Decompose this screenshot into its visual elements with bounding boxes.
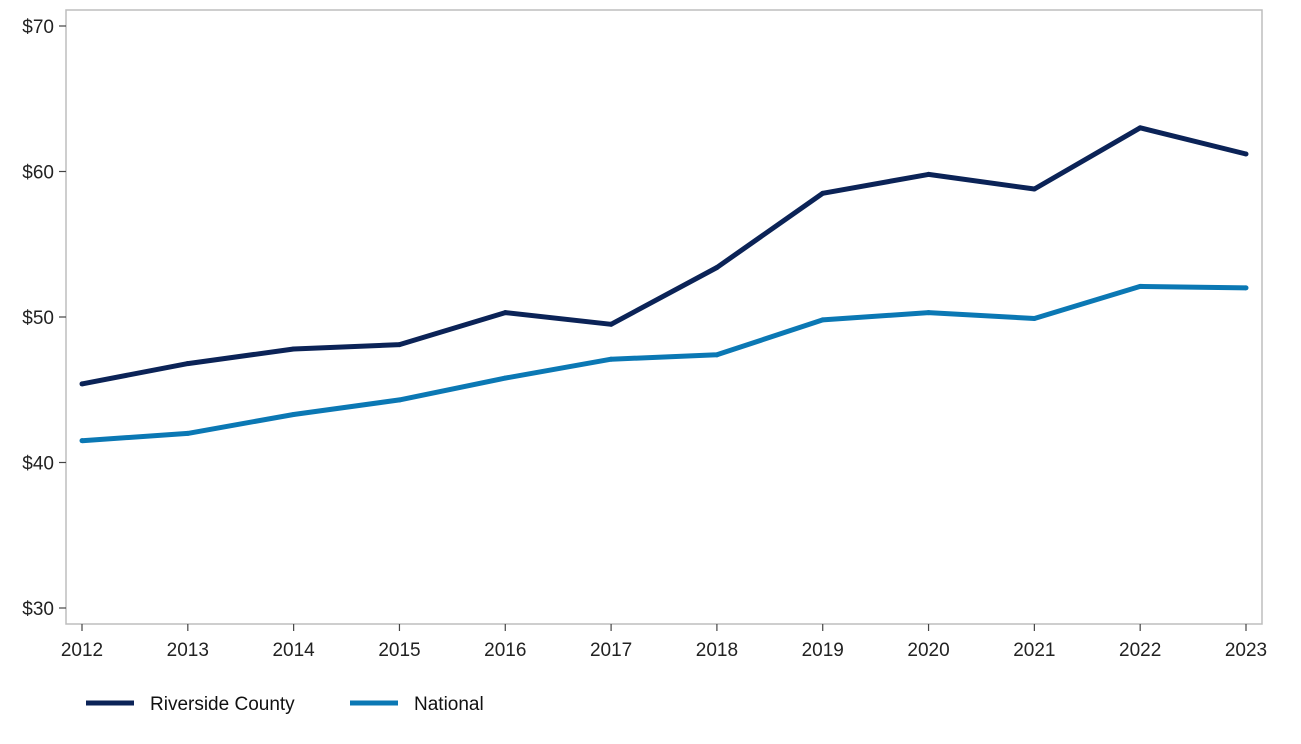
plot-frame — [65, 9, 1263, 625]
data-point — [185, 430, 191, 436]
y-tick-label: $40 — [22, 454, 54, 475]
data-point — [502, 375, 508, 381]
x-tick-label: 2021 — [1013, 640, 1055, 661]
data-point — [926, 171, 932, 177]
data-point — [291, 346, 297, 352]
data-point — [820, 317, 826, 323]
data-point — [1243, 285, 1249, 291]
data-point — [926, 310, 932, 316]
data-point — [396, 342, 402, 348]
x-tick-label: 2020 — [907, 640, 949, 661]
x-tick-label: 2022 — [1119, 640, 1161, 661]
y-tick-label: $50 — [22, 308, 54, 329]
data-point — [1137, 125, 1143, 131]
x-tick-label: 2023 — [1225, 640, 1267, 661]
x-tick-label: 2017 — [590, 640, 632, 661]
data-point — [608, 356, 614, 362]
data-point — [79, 438, 85, 444]
x-tick-label: 2018 — [696, 640, 738, 661]
data-point — [714, 265, 720, 271]
data-point — [502, 310, 508, 316]
x-tick-label: 2016 — [484, 640, 526, 661]
series-line-riverside-county — [81, 125, 1247, 387]
data-point — [291, 411, 297, 417]
legend-label: Riverside County — [150, 694, 295, 715]
series-line-national — [81, 283, 1247, 444]
data-point — [714, 352, 720, 358]
data-point — [608, 321, 614, 327]
x-tick-label: 2014 — [272, 640, 315, 661]
data-point — [1031, 186, 1037, 192]
data-point — [1031, 315, 1037, 321]
y-tick-label: $70 — [22, 17, 54, 38]
x-tick-label: 2012 — [61, 640, 103, 661]
y-axis: $30 $40 $50 $60 $70 — [22, 17, 66, 620]
y-tick-label: $30 — [22, 599, 54, 620]
data-point — [396, 397, 402, 403]
data-point — [79, 381, 85, 387]
series-layer — [79, 125, 1249, 444]
x-axis: 2012 2013 2014 2015 2016 2017 2018 2019 2020 2021… — [61, 624, 1267, 661]
x-tick-label: 2013 — [167, 640, 209, 661]
x-tick-label: 2015 — [378, 640, 420, 661]
data-point — [1243, 151, 1249, 157]
data-point — [185, 361, 191, 367]
legend: Riverside County National — [86, 694, 484, 715]
y-tick-label: $60 — [22, 163, 54, 184]
legend-label: National — [414, 694, 484, 715]
data-point — [820, 190, 826, 196]
data-point — [1137, 283, 1143, 289]
x-tick-label: 2019 — [802, 640, 844, 661]
